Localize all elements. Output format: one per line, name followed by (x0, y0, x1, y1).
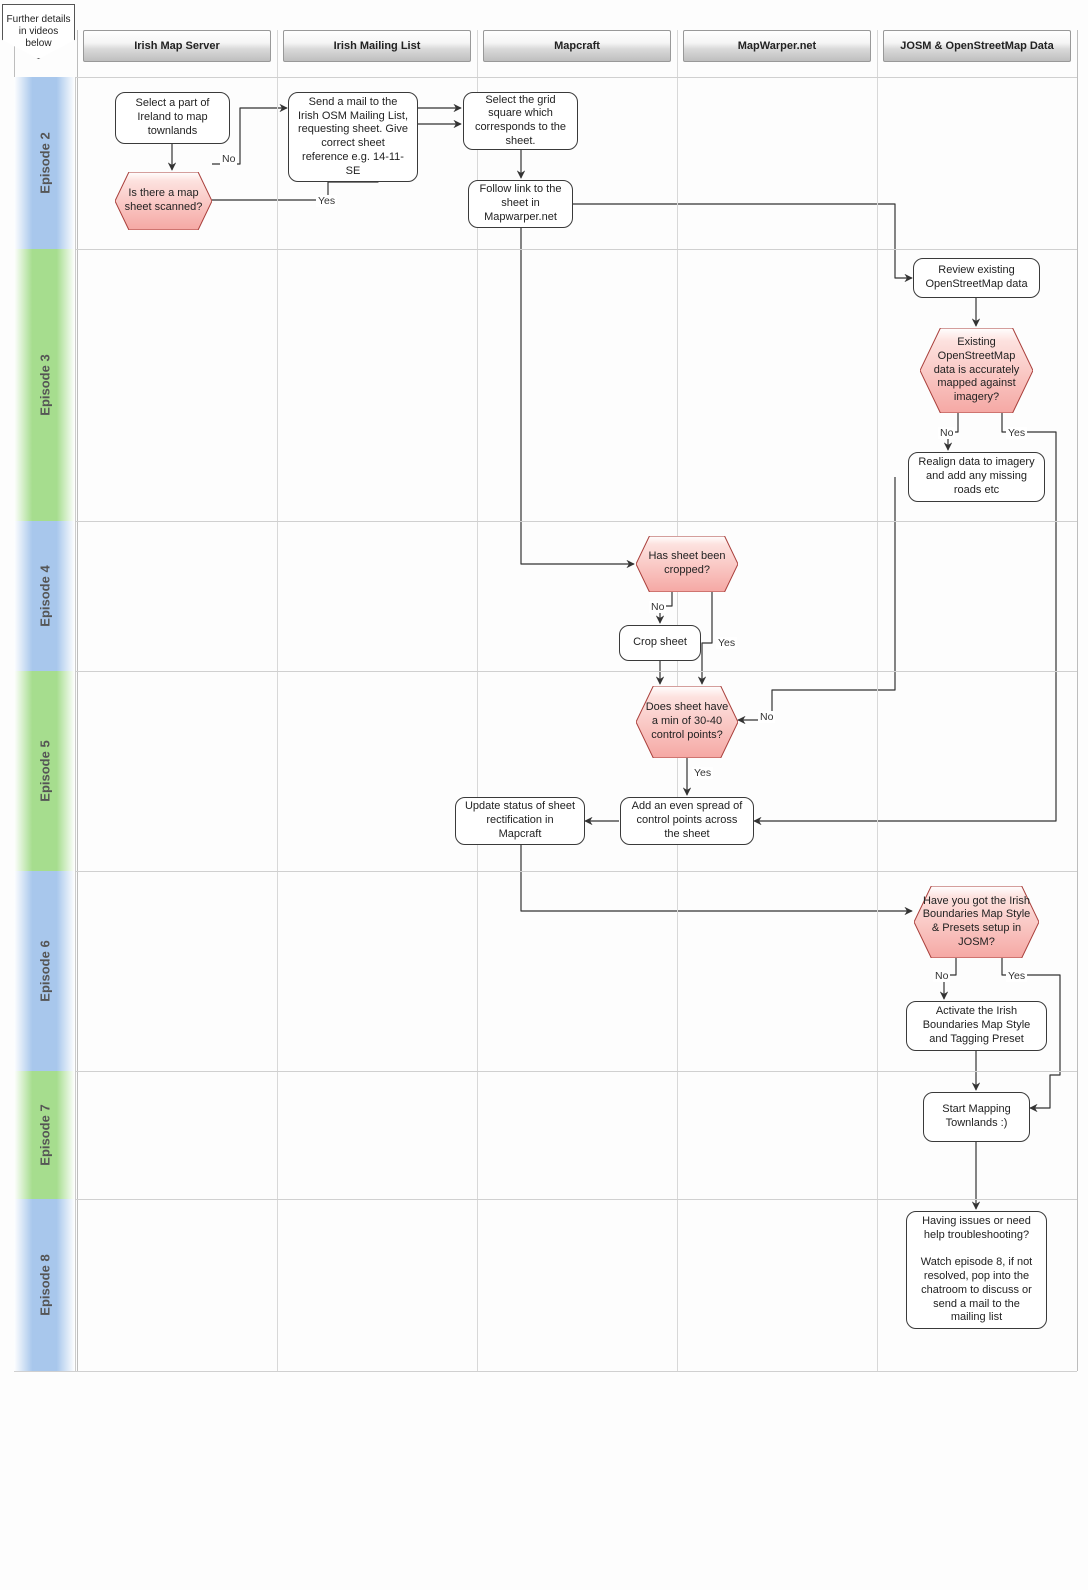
column-header-label: JOSM & OpenStreetMap Data (900, 40, 1053, 52)
column-header: Irish Map Server (83, 30, 271, 62)
column-header-label: MapWarper.net (738, 40, 816, 52)
episode-label: Episode 8 (37, 1254, 52, 1315)
episode-cell: Episode 2 (14, 77, 76, 249)
edge-label: Yes (716, 637, 737, 649)
decision-node: Have you got the Irish Boundaries Map St… (914, 886, 1039, 958)
row-sep (14, 249, 1077, 250)
column-header-label: Mapcraft (554, 40, 600, 52)
process-node: Send a mail to the Irish OSM Mailing Lis… (288, 92, 418, 182)
column-header: JOSM & OpenStreetMap Data (883, 30, 1071, 62)
row-sep (14, 1199, 1077, 1200)
edge (573, 204, 912, 278)
episode-label: Episode 7 (37, 1104, 52, 1165)
node-text: Having issues or need help troubleshooti… (915, 1215, 1038, 1325)
edge (521, 845, 912, 911)
process-node: Activate the Irish Boundaries Map Style … (906, 1001, 1047, 1051)
node-text: Realign data to imagery and add any miss… (917, 456, 1036, 497)
row-sep (14, 1071, 1077, 1072)
edge-label: No (933, 970, 950, 982)
decision-node: Has sheet been cropped? (636, 536, 738, 592)
edge (738, 477, 895, 720)
episode-cell: Episode 6 (14, 871, 76, 1071)
column-header: MapWarper.net (683, 30, 871, 62)
node-text: Activate the Irish Boundaries Map Style … (915, 1005, 1038, 1046)
lane-sep (477, 30, 478, 1371)
row-sep (14, 77, 1077, 78)
edge-label: No (938, 427, 955, 439)
lane-sep (277, 30, 278, 1371)
column-header-label: Irish Mailing List (334, 40, 421, 52)
episode-cell: Episode 3 (14, 249, 76, 521)
row-sep (14, 1371, 1077, 1372)
node-text: Crop sheet (633, 636, 687, 650)
row-sep (14, 871, 1077, 872)
node-text: Is there a map sheet scanned? (123, 187, 204, 215)
edge-label: No (649, 601, 666, 613)
lane-sep (877, 30, 878, 1371)
flowchart-root: Further details in videos below Irish Map… (0, 0, 1088, 1590)
lane-sep (1077, 30, 1078, 1371)
node-text: Has sheet been cropped? (644, 550, 730, 578)
row-sep (14, 671, 1077, 672)
process-node: Add an even spread of control points acr… (620, 797, 754, 845)
process-node: Start Mapping Townlands :) (923, 1092, 1030, 1142)
episode-cell: Episode 4 (14, 521, 76, 671)
episode-cell: Episode 5 (14, 671, 76, 871)
node-text: Have you got the Irish Boundaries Map St… (922, 895, 1031, 950)
edge-label: Yes (1006, 970, 1027, 982)
node-text: Start Mapping Townlands :) (932, 1103, 1021, 1131)
edge-label: No (758, 711, 775, 723)
process-node: Having issues or need help troubleshooti… (906, 1211, 1047, 1329)
node-text: Review existing OpenStreetMap data (922, 264, 1031, 292)
lane-sep (77, 30, 78, 1371)
node-text: Add an even spread of control points acr… (629, 800, 745, 841)
column-header: Irish Mailing List (283, 30, 471, 62)
episode-label: Episode 4 (37, 565, 52, 626)
node-text: Update status of sheet rectification in … (464, 800, 576, 841)
node-text: Follow link to the sheet in Mapwarper.ne… (477, 183, 564, 224)
episode-label: Episode 3 (37, 354, 52, 415)
corner-note-text: Further details in videos below (5, 14, 72, 50)
decision-node: Existing OpenStreetMap data is accuratel… (920, 328, 1033, 413)
episode-cell: Episode 7 (14, 1071, 76, 1199)
node-text: Does sheet have a min of 30-40 control p… (644, 701, 730, 742)
row-sep (14, 521, 1077, 522)
column-header-label: Irish Map Server (134, 40, 220, 52)
process-node: Update status of sheet rectification in … (455, 797, 585, 845)
edge-label: No (220, 153, 237, 165)
decision-node: Does sheet have a min of 30-40 control p… (636, 686, 738, 758)
node-text: Select the grid square which corresponds… (472, 94, 569, 149)
process-node: Follow link to the sheet in Mapwarper.ne… (468, 180, 573, 228)
process-node: Select a part of Ireland to map townland… (115, 92, 230, 144)
episode-cell: Episode 8 (14, 1199, 76, 1371)
episode-label: Episode 2 (37, 132, 52, 193)
decision-node: Is there a map sheet scanned? (115, 172, 212, 230)
edge-label: Yes (1006, 427, 1027, 439)
node-text: Existing OpenStreetMap data is accuratel… (928, 336, 1025, 405)
node-text: Send a mail to the Irish OSM Mailing Lis… (297, 96, 409, 179)
process-node: Review existing OpenStreetMap data (913, 258, 1040, 298)
process-node: Select the grid square which corresponds… (463, 92, 578, 150)
edge-label: Yes (692, 767, 713, 779)
edge-layer (0, 0, 1088, 1590)
column-header: Mapcraft (483, 30, 671, 62)
process-node: Crop sheet (619, 625, 701, 661)
edge (521, 228, 634, 564)
process-node: Realign data to imagery and add any miss… (908, 452, 1045, 502)
node-text: Select a part of Ireland to map townland… (124, 97, 221, 138)
edge-label: Yes (316, 195, 337, 207)
episode-label: Episode 5 (37, 740, 52, 801)
episode-label: Episode 6 (37, 940, 52, 1001)
